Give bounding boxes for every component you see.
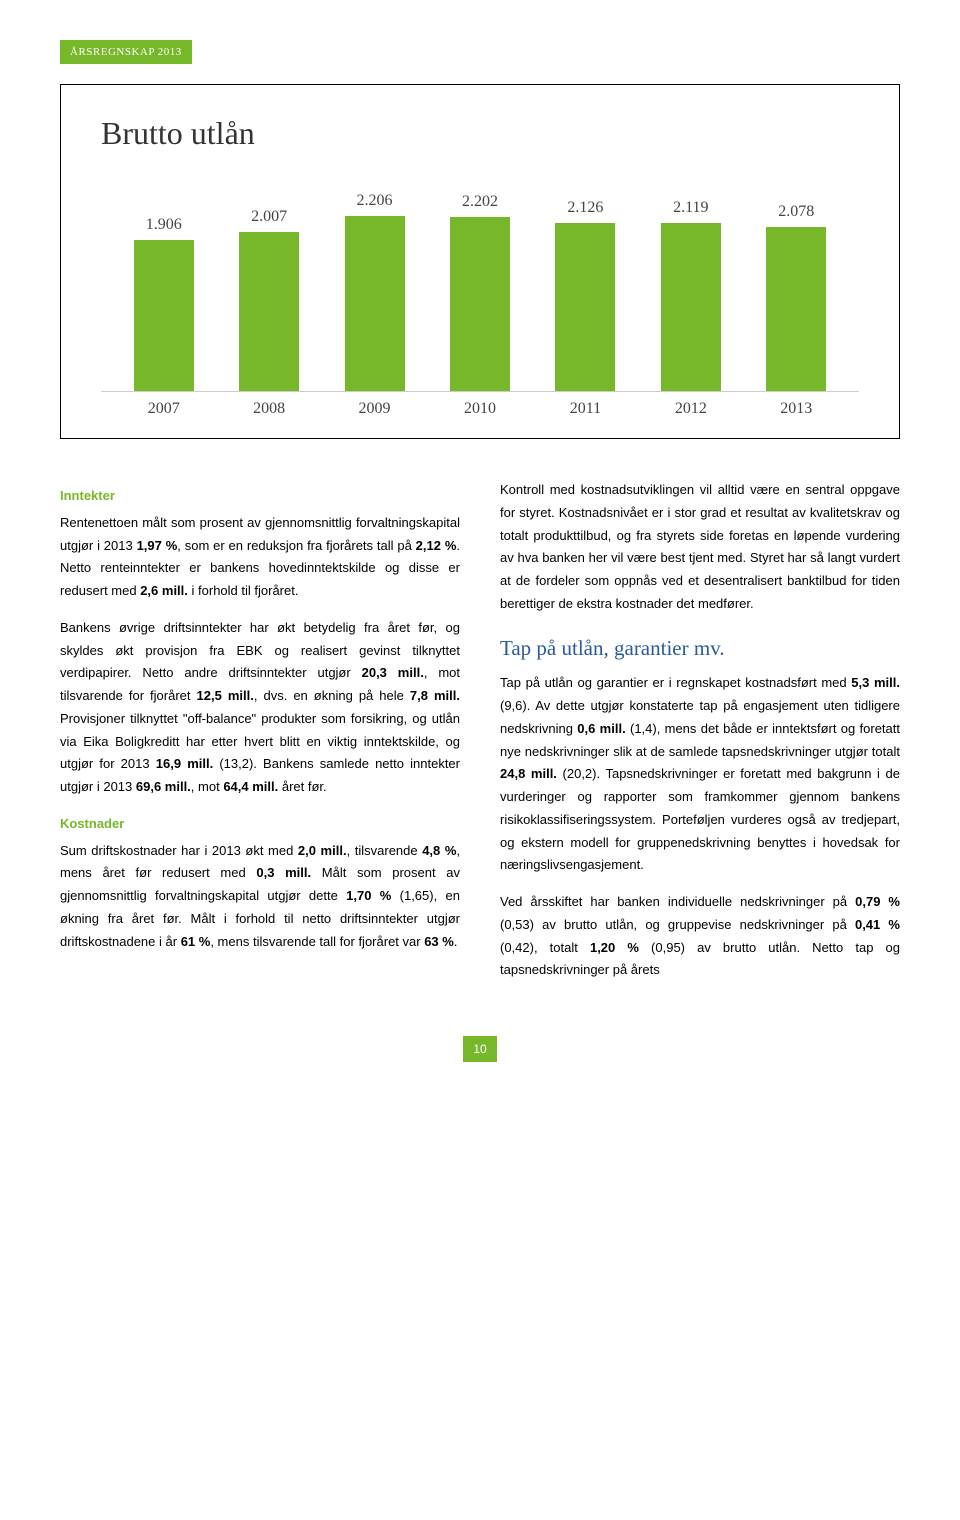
bar-group: 1.906 <box>111 216 216 391</box>
x-axis-label: 2009 <box>322 400 427 418</box>
x-axis-label: 2012 <box>638 400 743 418</box>
left-column: Inntekter Rentenettoen målt som prosent … <box>60 479 460 996</box>
bar-rect <box>555 223 615 391</box>
bar-value-label: 2.126 <box>567 199 603 217</box>
body-columns: Inntekter Rentenettoen målt som prosent … <box>60 479 900 996</box>
paragraph: Rentenettoen målt som prosent av gjennom… <box>60 512 460 603</box>
bar-group: 2.206 <box>322 192 427 391</box>
paragraph: Bankens øvrige driftsinntekter har økt b… <box>60 617 460 799</box>
x-axis-label: 2013 <box>744 400 849 418</box>
bar-group: 2.202 <box>427 193 532 391</box>
x-axis-label: 2008 <box>216 400 321 418</box>
chart-title: Brutto utlån <box>101 115 859 152</box>
bar-rect <box>134 240 194 391</box>
heading-kostnader: Kostnader <box>60 813 460 836</box>
bar-value-label: 1.906 <box>146 216 182 234</box>
right-column: Kontroll med kostnadsutviklingen vil all… <box>500 479 900 996</box>
bar-group: 2.078 <box>744 203 849 392</box>
bar-value-label: 2.007 <box>251 208 287 226</box>
chart-container: Brutto utlån 1.906 2.007 2.206 2.202 2.126 2.… <box>60 84 900 439</box>
paragraph: Ved årsskiftet har banken individuelle n… <box>500 891 900 982</box>
paragraph: Kontroll med kostnadsutviklingen vil all… <box>500 479 900 616</box>
page-number-wrap: 10 <box>60 1036 900 1062</box>
bar-group: 2.119 <box>638 199 743 391</box>
heading-tap: Tap på utlån, garantier mv. <box>500 630 900 667</box>
bar-rect <box>661 223 721 391</box>
paragraph: Sum driftskostnader har i 2013 økt med 2… <box>60 840 460 954</box>
x-axis-label: 2010 <box>427 400 532 418</box>
heading-inntekter: Inntekter <box>60 485 460 508</box>
bar-group: 2.007 <box>216 208 321 391</box>
chart-plot-area: 1.906 2.007 2.206 2.202 2.126 2.119 2.078 <box>101 172 859 392</box>
bar-rect <box>766 227 826 392</box>
bar-value-label: 2.078 <box>778 203 814 221</box>
bar-value-label: 2.119 <box>673 199 708 217</box>
bar-value-label: 2.206 <box>357 192 393 210</box>
x-axis-label: 2011 <box>533 400 638 418</box>
paragraph: Tap på utlån og garantier er i regnskape… <box>500 672 900 877</box>
bar-value-label: 2.202 <box>462 193 498 211</box>
x-axis-label: 2007 <box>111 400 216 418</box>
bar-rect <box>239 232 299 391</box>
bar-rect <box>450 217 510 391</box>
document-badge: ÅRSREGNSKAP 2013 <box>60 40 192 64</box>
bar-rect <box>345 216 405 391</box>
bar-group: 2.126 <box>533 199 638 391</box>
page-number: 10 <box>463 1036 496 1062</box>
